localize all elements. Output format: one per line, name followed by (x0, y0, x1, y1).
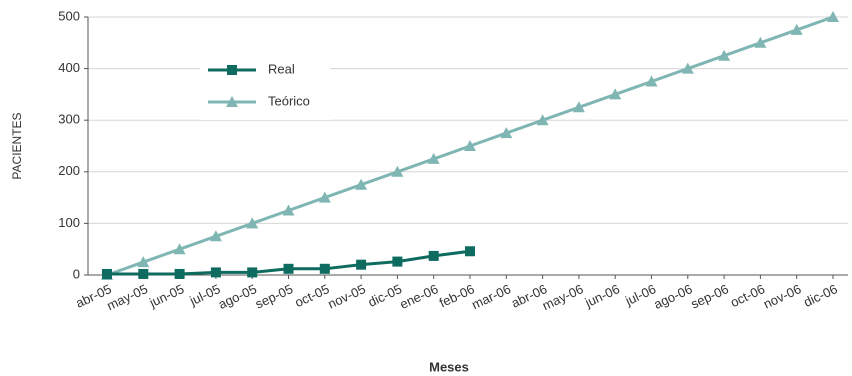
data-point (391, 165, 404, 177)
legend-label: Teórico (268, 93, 310, 108)
legend-label: Real (268, 61, 295, 76)
x-tick-label: sep-05 (253, 281, 295, 311)
data-point (174, 268, 185, 279)
x-tick-label: may-06 (540, 281, 586, 313)
x-tick-label: may-05 (104, 281, 150, 313)
data-point (465, 246, 475, 257)
data-point (428, 250, 439, 261)
y-tick-label: 300 (58, 112, 80, 127)
data-point (464, 140, 476, 151)
y-tick-label: 400 (58, 60, 80, 75)
y-tick-label: 100 (58, 215, 80, 230)
x-tick-label: ago-06 (651, 281, 694, 312)
data-point (318, 191, 331, 203)
x-tick-label: jun-05 (146, 281, 186, 310)
x-tick-label: jul-05 (187, 281, 223, 308)
data-point (572, 101, 585, 113)
data-point (356, 259, 367, 270)
data-point (137, 256, 150, 268)
legend-marker (227, 65, 237, 75)
data-point (681, 62, 694, 74)
data-point (246, 217, 259, 229)
x-tick-label: feb-06 (437, 281, 477, 310)
y-tick-label: 500 (58, 8, 80, 23)
x-tick-label: dic-05 (366, 281, 404, 310)
x-tick-label: oct-06 (728, 281, 767, 310)
x-tick-label: oct-05 (292, 281, 331, 310)
x-tick-label: ago-05 (216, 281, 259, 312)
x-tick-label: mar-06 (469, 281, 513, 312)
data-point (138, 268, 149, 279)
data-point (754, 36, 767, 48)
data-point (209, 230, 222, 242)
x-axis-label: Meses (429, 359, 469, 374)
x-tick-label: nov-06 (761, 281, 803, 311)
data-point (319, 263, 330, 274)
data-point (210, 267, 221, 278)
x-tick-label: sep-06 (688, 281, 730, 311)
data-point (355, 178, 368, 190)
x-tick-label: dic-06 (801, 281, 839, 310)
legend-marker (226, 96, 238, 107)
x-tick-label: jul-06 (622, 281, 658, 308)
data-point (790, 23, 803, 35)
x-tick-label: ene-06 (397, 281, 440, 312)
data-point (173, 243, 186, 255)
data-point (500, 127, 513, 139)
legend-box (200, 48, 330, 120)
data-point (536, 114, 549, 126)
data-point (427, 152, 440, 164)
data-point (247, 267, 258, 278)
data-point (283, 263, 294, 274)
y-tick-label: 0 (73, 266, 80, 281)
data-point (827, 11, 839, 22)
y-axis-label: PACIENTES (10, 112, 24, 179)
data-point (102, 268, 112, 279)
data-point (282, 204, 295, 216)
data-point (609, 88, 622, 100)
data-point (645, 75, 658, 87)
x-tick-label: nov-05 (325, 281, 367, 311)
data-point (718, 49, 731, 61)
data-point (392, 256, 403, 267)
x-tick-label: jun-06 (582, 281, 622, 310)
y-tick-label: 200 (58, 163, 80, 178)
